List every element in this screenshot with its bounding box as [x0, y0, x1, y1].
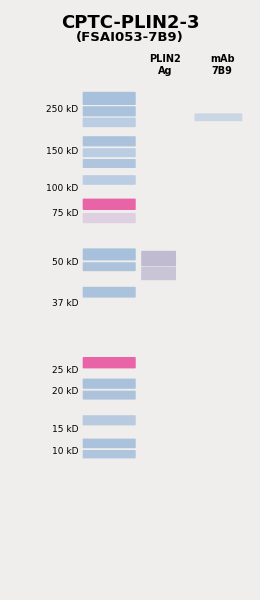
FancyBboxPatch shape	[141, 251, 176, 266]
Text: CPTC-PLIN2-3: CPTC-PLIN2-3	[61, 14, 199, 32]
FancyBboxPatch shape	[83, 379, 136, 389]
FancyBboxPatch shape	[83, 415, 136, 425]
Text: 50 kD: 50 kD	[51, 258, 78, 267]
FancyBboxPatch shape	[83, 287, 136, 298]
FancyBboxPatch shape	[83, 439, 136, 448]
Text: 20 kD: 20 kD	[52, 387, 78, 396]
Text: 100 kD: 100 kD	[46, 184, 78, 193]
FancyBboxPatch shape	[83, 175, 136, 185]
Text: PLIN2
Ag: PLIN2 Ag	[149, 54, 181, 76]
FancyBboxPatch shape	[83, 262, 136, 271]
Text: 10 kD: 10 kD	[51, 446, 78, 456]
FancyBboxPatch shape	[83, 391, 136, 400]
FancyBboxPatch shape	[83, 136, 136, 146]
FancyBboxPatch shape	[83, 450, 136, 458]
FancyBboxPatch shape	[83, 357, 136, 368]
FancyBboxPatch shape	[83, 248, 136, 260]
FancyBboxPatch shape	[194, 113, 242, 121]
Text: 25 kD: 25 kD	[52, 366, 78, 376]
Text: 150 kD: 150 kD	[46, 146, 78, 155]
FancyBboxPatch shape	[83, 199, 136, 210]
Text: 250 kD: 250 kD	[46, 104, 78, 114]
Text: 37 kD: 37 kD	[51, 298, 78, 307]
FancyBboxPatch shape	[83, 106, 136, 116]
Text: 75 kD: 75 kD	[51, 208, 78, 217]
FancyBboxPatch shape	[83, 213, 136, 223]
FancyBboxPatch shape	[83, 92, 136, 105]
FancyBboxPatch shape	[141, 267, 176, 280]
Text: 15 kD: 15 kD	[51, 425, 78, 433]
Text: mAb
7B9: mAb 7B9	[210, 54, 235, 76]
Text: (FSAI053-7B9): (FSAI053-7B9)	[76, 31, 184, 44]
FancyBboxPatch shape	[83, 159, 136, 168]
FancyBboxPatch shape	[83, 118, 136, 127]
FancyBboxPatch shape	[83, 148, 136, 157]
